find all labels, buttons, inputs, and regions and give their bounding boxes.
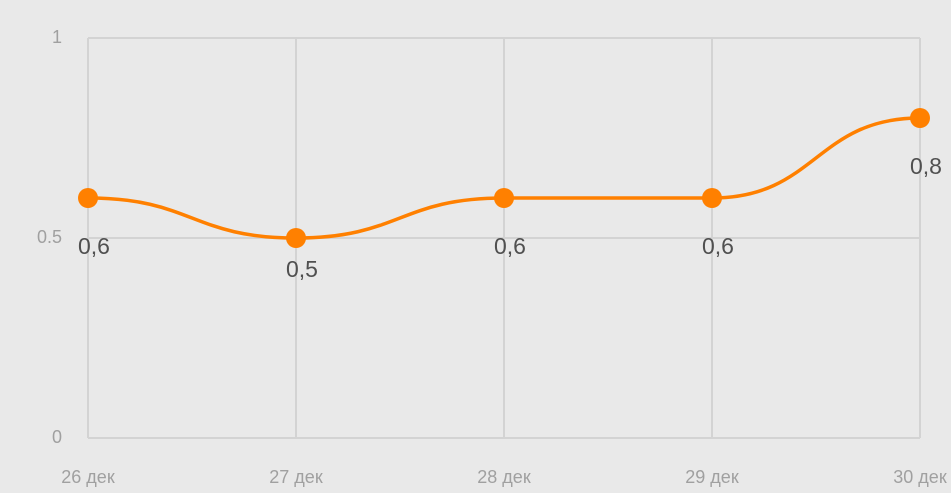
data-label: 0,6 bbox=[78, 233, 110, 259]
x-tick-label: 30 дек bbox=[893, 467, 947, 487]
y-tick-label: 0.5 bbox=[37, 227, 62, 247]
x-tick-label: 27 дек bbox=[269, 467, 323, 487]
x-tick-label: 26 дек bbox=[61, 467, 115, 487]
x-tick-label: 29 дек bbox=[685, 467, 739, 487]
data-label: 0,6 bbox=[494, 233, 526, 259]
point bbox=[78, 188, 98, 208]
y-tick-label: 1 bbox=[52, 27, 62, 47]
point bbox=[910, 108, 930, 128]
data-label: 0,8 bbox=[910, 153, 942, 179]
data-label: 0,6 bbox=[702, 233, 734, 259]
point bbox=[494, 188, 514, 208]
data-label: 0,5 bbox=[286, 256, 318, 282]
y-tick-label: 0 bbox=[52, 427, 62, 447]
point bbox=[286, 228, 306, 248]
point bbox=[702, 188, 722, 208]
x-tick-label: 28 дек bbox=[477, 467, 531, 487]
